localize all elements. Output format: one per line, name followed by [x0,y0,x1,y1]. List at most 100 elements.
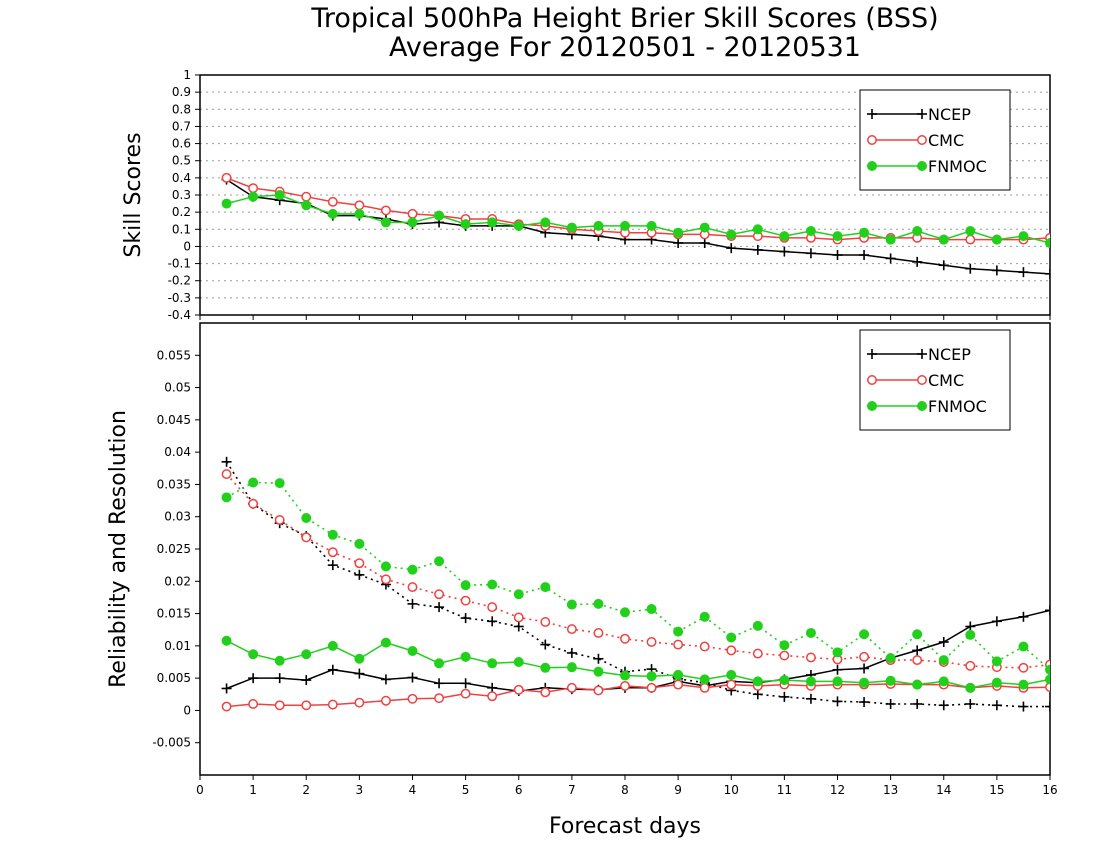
fnmoc-point [726,669,737,680]
fnmoc-point [965,682,976,693]
legend: NCEP CMC FNMOC [859,329,1011,431]
cmc-dotted-point [965,660,976,671]
cmc-line [226,683,1050,708]
y-tick-label: 1 [183,68,191,82]
x-tick-label: 3 [356,783,364,797]
y-tick-label: -0.1 [168,257,191,271]
ncep-dotted-point [460,613,471,624]
ncep-point [354,668,365,679]
x-tick-label: 6 [515,783,523,797]
y-tick-label: 0.01 [164,639,191,653]
fnmoc-point [301,200,312,211]
fnmoc-point [752,676,763,687]
fnmoc-dotted-point [380,561,391,572]
cmc-point [248,699,259,709]
fnmoc-point [859,677,870,688]
fnmoc-point [540,662,551,673]
cmc-point [513,684,524,695]
ncep-point [1045,268,1050,279]
fnmoc-point [1045,674,1050,685]
fnmoc-point [593,666,604,677]
fnmoc-point [673,669,684,680]
fnmoc-dotted-point [460,580,471,591]
title-line-2: Average For 20120501 - 20120531 [389,32,861,63]
ncep-point [965,263,976,274]
ncep-point [991,616,1002,627]
legend-marker [867,349,877,359]
ncep-point [380,674,391,685]
fnmoc-point [646,220,657,231]
fnmoc-point [301,649,312,660]
cmc-dotted-point [805,652,816,663]
fnmoc-dotted-point [965,629,976,640]
cmc-point [460,688,471,699]
cmc-point [593,685,604,696]
cmc-point [407,208,418,219]
fnmoc-dotted-point [912,629,923,640]
fnmoc-point [593,220,604,231]
ncep-dotted-point [885,698,896,709]
fnmoc-point [487,658,498,669]
fnmoc-point [752,224,763,235]
ncep-dotted-point [354,569,365,580]
fnmoc-dotted-point [885,653,896,664]
ncep-dotted-point [434,602,445,613]
cmc-point [620,680,630,691]
series-group [221,172,1050,279]
legend-marker [917,401,927,411]
ncep-dotted-point [779,691,790,702]
fnmoc-point [566,662,577,673]
ncep-dotted-point [752,689,763,700]
fnmoc-dotted-point [620,607,630,618]
fnmoc-point [938,234,949,245]
ncep-dotted-point [1018,701,1029,712]
y-axis-label: Reliability and Resolution [106,410,131,688]
cmc-point [221,701,232,712]
fnmoc-point [513,220,524,231]
cmc-dotted-point [274,514,285,525]
y-tick-label: 0.5 [172,154,191,168]
x-tick-label: 16 [1042,783,1057,797]
cmc-dotted-point [407,582,418,593]
ncep-point [327,664,338,675]
cmc-dotted-point [248,498,259,509]
fnmoc-point [327,208,338,219]
cmc-dotted-point [301,532,312,543]
fnmoc-point [779,231,790,242]
fnmoc-dotted-point [991,656,1002,667]
fnmoc-point [380,217,391,228]
legend-marker [867,135,877,145]
cmc-point [380,695,391,706]
cmc-dotted-point [699,641,710,652]
cmc-dotted-point [380,574,391,585]
ncep-dotted-point [938,700,949,711]
x-tick-label: 7 [568,783,576,797]
skill-score-panel: -0.4 -0.3 -0.2 -0.1 0 0.1 0.2 0.3 0.4 0.5 0.6 0.7 0.… [121,68,1051,322]
fnmoc-point [991,234,1002,245]
cmc-point [380,205,391,216]
ncep-point [859,250,870,260]
x-tick-label: 14 [936,783,951,797]
fnmoc-point [646,671,657,682]
ncep-point [938,636,949,647]
fnmoc-dotted-point [859,629,870,640]
y-tick-label: 0.045 [157,413,191,427]
y-tick-label: 0.005 [157,671,191,685]
cmc-dotted-point [540,617,551,627]
fnmoc-dotted-point [1045,664,1050,675]
fnmoc-dotted-point [513,589,524,600]
ncep-dotted-point [407,598,418,609]
fnmoc-point [540,217,551,228]
fnmoc-point [699,674,710,685]
fnmoc-dotted-point [832,647,843,658]
ncep-point [699,238,710,248]
ncep-point [965,621,976,632]
fnmoc-point [805,676,816,687]
legend-marker [867,161,877,171]
ncep-dotted-point [513,621,524,632]
y-tick-label: 0.1 [172,222,191,236]
fnmoc-dotted-point [752,620,763,631]
fnmoc-point [248,191,259,202]
ncep-point [487,682,498,693]
fnmoc-point [805,226,816,236]
